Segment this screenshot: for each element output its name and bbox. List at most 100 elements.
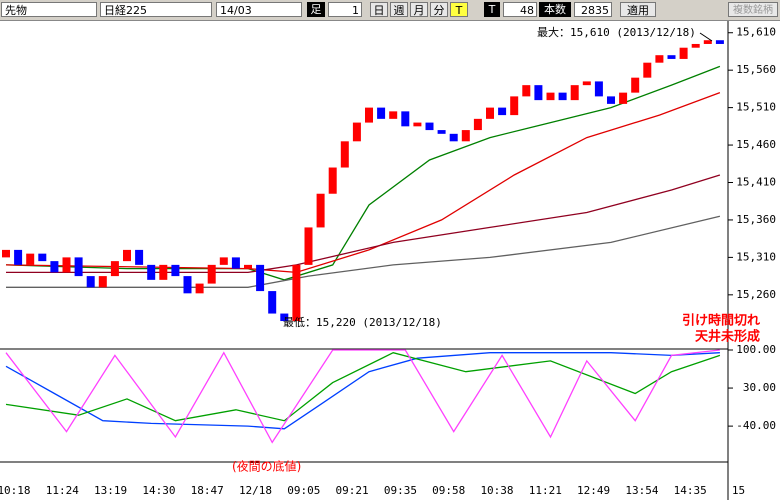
candle-body	[26, 253, 35, 265]
y-tick-label: 15,310	[736, 250, 776, 263]
candle-body	[304, 227, 313, 265]
candle-body	[244, 264, 252, 269]
x-tick-label: 09:05	[287, 484, 320, 497]
period-button[interactable]: 日	[370, 2, 388, 17]
count-input[interactable]: 48	[503, 2, 537, 17]
candle-body	[62, 257, 71, 273]
y-tick-label: 15,360	[736, 213, 776, 226]
x-tick-label: 13:54	[625, 484, 658, 497]
plot-bg	[0, 21, 728, 500]
indicator-line	[5, 352, 721, 422]
x-tick-label: 11:21	[529, 484, 562, 497]
x-tick-label: 10:18	[0, 484, 31, 497]
max-annotation: 最大：15,610 (2013/12/18)	[537, 25, 696, 39]
period-button[interactable]: 分	[430, 2, 448, 17]
toolbar: 先物 日経225 14/03 足 1 日 週 月 分 T T 48 本数 283…	[0, 0, 780, 21]
candle-body	[2, 249, 10, 258]
chart: 15,610 15,560 15,510 15,460 15,410 15,360 15,3…	[0, 21, 776, 500]
candle-body	[534, 85, 543, 101]
candle-body	[413, 122, 422, 127]
y-tick-label: 15,610	[736, 26, 776, 39]
candle-body	[110, 261, 119, 277]
candle-body	[328, 167, 337, 194]
x-tick-label: 09:21	[336, 484, 369, 497]
candle-body	[510, 96, 519, 116]
y-tick-label: -40.00	[736, 419, 776, 432]
x-tick-label: 15	[732, 484, 745, 497]
candle-body	[147, 264, 156, 280]
y-tick-label: 15,410	[736, 176, 776, 189]
x-tick-label: 18:47	[191, 484, 224, 497]
contract-select[interactable]: 14/03	[216, 2, 302, 17]
candle-body	[449, 133, 458, 142]
total-input[interactable]: 2835	[574, 2, 612, 17]
x-tick-label: 09:35	[384, 484, 417, 497]
candle-body	[316, 193, 325, 228]
candle-body	[268, 291, 277, 314]
candle-body	[14, 249, 23, 265]
y-tick-label: 15,560	[736, 63, 776, 76]
indicator-line	[6, 215, 721, 288]
candle-body	[546, 92, 555, 101]
candle-body	[171, 264, 180, 277]
candle-body	[401, 111, 410, 127]
apply-button[interactable]: 適用	[620, 2, 656, 17]
max-arrow	[699, 32, 713, 42]
candle-body	[679, 47, 688, 59]
candle-body	[207, 264, 216, 284]
indicator-line	[6, 174, 721, 274]
x-tick-label: 10:38	[480, 484, 513, 497]
symbol-select[interactable]: 日経225	[100, 2, 212, 17]
x-tick-label: 09:58	[432, 484, 465, 497]
x-tick-label: 12:49	[577, 484, 610, 497]
candle-body	[498, 107, 507, 116]
y-tick-label: 15,460	[736, 138, 776, 151]
candle-body	[256, 264, 265, 292]
candle-body	[123, 249, 131, 262]
y-tick-label: 30.00	[743, 381, 776, 394]
candle-body	[280, 313, 289, 322]
bottom-annotation: (夜間の底値)	[232, 459, 301, 474]
candle-body	[473, 118, 482, 131]
y-tick-label: 100.00	[736, 343, 776, 356]
candle-body	[74, 257, 83, 277]
candle-body	[437, 130, 446, 134]
candle-body	[365, 107, 373, 123]
indicator-line	[5, 352, 720, 430]
note: 引け時間切れ	[682, 313, 760, 329]
period-button[interactable]: T	[450, 2, 468, 17]
candle-body	[570, 85, 579, 101]
multi-button[interactable]: 複数銘柄	[728, 2, 778, 17]
y-tick-label: 15,510	[736, 101, 776, 114]
market-select[interactable]: 先物	[1, 2, 97, 17]
candle-body	[631, 77, 640, 93]
x-tick-label: 14:35	[674, 484, 707, 497]
candle-body	[558, 92, 567, 101]
candle-body	[643, 62, 652, 78]
candle-body	[667, 55, 676, 59]
indicator-line	[5, 349, 720, 444]
bar-size-input[interactable]: 1	[328, 2, 362, 17]
candle-body	[715, 40, 724, 44]
t-button[interactable]: T	[484, 2, 500, 17]
bar-label: 足	[307, 2, 325, 17]
candle-body	[594, 81, 603, 97]
count-label: 本数	[539, 2, 571, 17]
candle-body	[98, 276, 107, 288]
candle-body	[50, 261, 59, 273]
candle-body	[195, 283, 204, 294]
period-button[interactable]: 週	[390, 2, 408, 17]
candle-body	[486, 107, 494, 119]
candle-body	[183, 276, 192, 294]
candle-body	[522, 85, 531, 97]
candle-body	[219, 257, 228, 265]
candle-body	[38, 253, 47, 262]
note: 天井未形成	[695, 329, 760, 345]
x-tick-label: 13:19	[94, 484, 127, 497]
period-button[interactable]: 月	[410, 2, 428, 17]
candle-body	[582, 81, 591, 86]
candle-body	[655, 55, 664, 63]
candle-body	[607, 96, 615, 104]
x-tick-label: 14:30	[142, 484, 175, 497]
